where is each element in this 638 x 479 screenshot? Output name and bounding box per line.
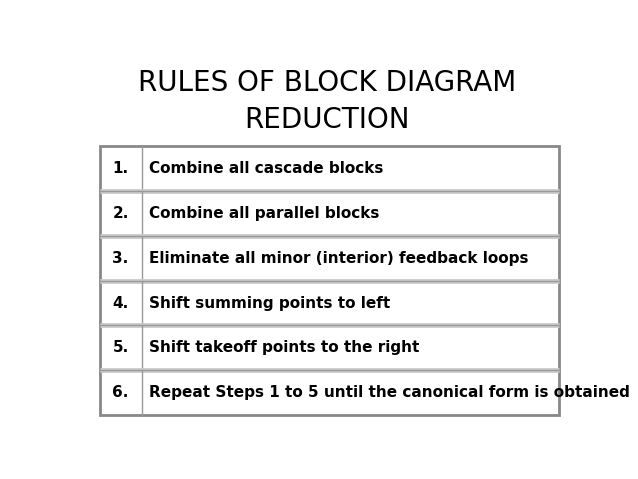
- Text: Shift takeoff points to the right: Shift takeoff points to the right: [149, 341, 419, 355]
- Text: 6.: 6.: [112, 385, 129, 400]
- Text: 2.: 2.: [112, 206, 129, 221]
- Text: 1.: 1.: [112, 161, 129, 176]
- Text: 3.: 3.: [112, 251, 129, 266]
- Text: 5.: 5.: [112, 341, 129, 355]
- Text: REDUCTION: REDUCTION: [244, 106, 410, 134]
- Text: RULES OF BLOCK DIAGRAM: RULES OF BLOCK DIAGRAM: [138, 69, 516, 97]
- Text: 4.: 4.: [112, 296, 129, 310]
- Text: Combine all parallel blocks: Combine all parallel blocks: [149, 206, 380, 221]
- Text: Combine all cascade blocks: Combine all cascade blocks: [149, 161, 383, 176]
- Text: Shift summing points to left: Shift summing points to left: [149, 296, 390, 310]
- Text: Eliminate all minor (interior) feedback loops: Eliminate all minor (interior) feedback …: [149, 251, 528, 266]
- FancyBboxPatch shape: [100, 146, 560, 415]
- Text: Repeat Steps 1 to 5 until the canonical form is obtained: Repeat Steps 1 to 5 until the canonical …: [149, 385, 630, 400]
